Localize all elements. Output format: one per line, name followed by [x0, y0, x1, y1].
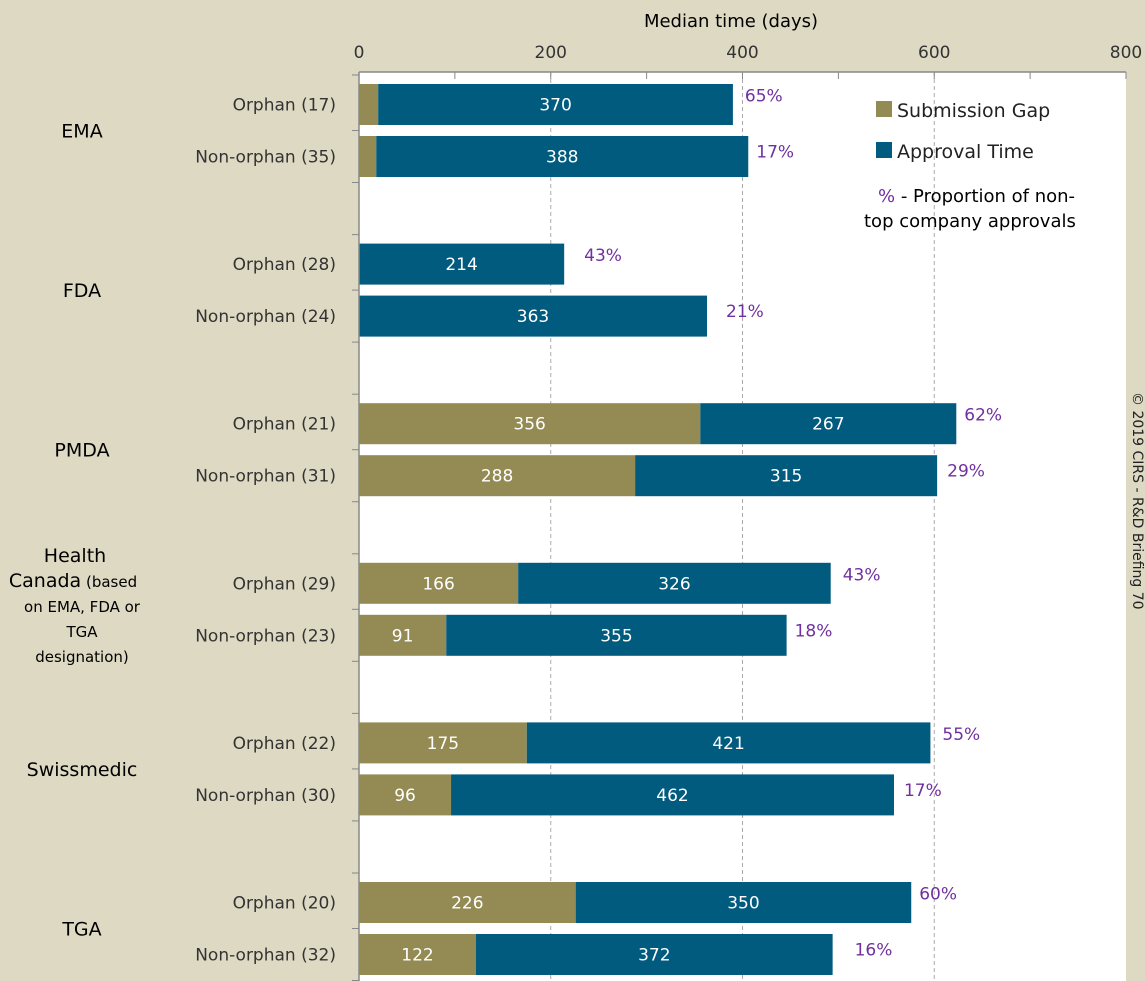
agency-label: TGA — [61, 919, 101, 941]
x-axis-title: Median time (days) — [644, 11, 818, 32]
bar-label-submission-gap: 175 — [427, 734, 459, 754]
agency-label-part: Health — [44, 545, 106, 567]
bar-label-approval-time: 363 — [517, 307, 549, 327]
bar-approval-time — [518, 562, 831, 604]
agency-label: EMA — [61, 121, 102, 143]
bar-submission-gap — [359, 722, 527, 764]
legend-swatch-approval-time — [876, 142, 892, 158]
x-tick-label: 600 — [918, 43, 950, 63]
agency-label-health-canada: Health Canada (based on EMA, FDA or TGA desi… — [9, 545, 141, 666]
row-label: Non-orphan (35) — [195, 148, 336, 168]
row-label: Non-orphan (31) — [195, 467, 336, 487]
row-label: Orphan (21) — [233, 415, 336, 435]
bar-approval-time — [635, 455, 938, 497]
bar-approval-time — [700, 403, 957, 445]
bar-label-approval-time: 350 — [727, 894, 759, 914]
row-label: Orphan (20) — [233, 894, 336, 914]
bar-label-submission-gap: 288 — [481, 467, 513, 487]
bar-label-approval-time: 355 — [600, 626, 632, 646]
agency-label: FDA — [63, 280, 101, 302]
copyright-note: © 2019 CIRS - R&D Briefing 70 — [1129, 392, 1145, 610]
pct-note-line1: - Proportion of non- — [895, 186, 1075, 207]
legend-label-approval-time: Approval Time — [897, 141, 1034, 163]
bar-submission-gap — [359, 774, 452, 816]
axes: 0 200 400 600 800 — [352, 43, 1142, 981]
bar-label-approval-time: 462 — [656, 786, 688, 806]
pct-label: 17% — [756, 143, 794, 163]
bars: 370 65% 388 17% 214 43% 363 21% 356 267 62% 288 315 2… — [359, 84, 1002, 975]
bar-approval-time — [446, 614, 787, 656]
pct-label: 16% — [855, 941, 893, 961]
pct-symbol: % — [878, 186, 895, 207]
pct-label: 55% — [942, 725, 980, 745]
pct-label: 29% — [947, 462, 985, 482]
bar-label-approval-time: 370 — [539, 96, 571, 116]
bar-approval-time — [575, 882, 912, 923]
bar-label-submission-gap: 96 — [394, 786, 416, 806]
gridlines — [550, 72, 935, 981]
x-tick-label: 0 — [354, 43, 365, 63]
pct-label: 60% — [919, 885, 957, 905]
bar-approval-time — [475, 934, 833, 975]
agency-label-part: Canada — [9, 570, 81, 592]
bar-label-approval-time: 326 — [658, 574, 690, 594]
bar-label-submission-gap: 91 — [392, 626, 414, 646]
pct-label: 65% — [745, 87, 783, 107]
pct-label: 21% — [726, 302, 764, 322]
agency-label-part: on EMA, FDA or — [24, 598, 141, 616]
bar-label-approval-time: 372 — [638, 946, 670, 966]
bar-submission-gap — [359, 614, 447, 656]
pct-label: 18% — [795, 621, 833, 641]
bar-label-approval-time: 388 — [546, 148, 578, 168]
row-label: Non-orphan (23) — [195, 626, 336, 646]
row-label: Non-orphan (30) — [195, 786, 336, 806]
bar-approval-time — [378, 84, 733, 125]
bar-label-approval-time: 315 — [770, 467, 802, 487]
bar-submission-gap — [359, 934, 476, 975]
x-tick-label: 800 — [1110, 43, 1142, 63]
bar-submission-gap — [359, 562, 519, 604]
x-tick-label: 400 — [726, 43, 758, 63]
agency-label-part: TGA — [65, 623, 98, 641]
category-labels: Orphan (17) Non-orphan (35) EMA Orphan (28)… — [9, 96, 336, 966]
legend-swatch-submission-gap — [876, 101, 892, 117]
agency-label: Swissmedic — [27, 759, 138, 781]
bar-label-submission-gap: 356 — [513, 415, 545, 435]
row-label: Orphan (28) — [233, 255, 336, 275]
bar-approval-time — [376, 136, 749, 177]
bar-approval-time — [526, 722, 931, 764]
bar-submission-gap — [359, 455, 636, 497]
x-tick-label: 200 — [535, 43, 567, 63]
bar-submission-gap — [359, 84, 379, 125]
pct-label: 43% — [843, 565, 881, 585]
pct-label: 17% — [904, 781, 942, 801]
bar-label-approval-time: 421 — [712, 734, 744, 754]
bar-submission-gap — [359, 136, 377, 177]
pct-label: 43% — [584, 246, 622, 266]
agency-label: PMDA — [54, 440, 109, 462]
agency-label-part: (based — [81, 573, 137, 591]
row-label: Non-orphan (24) — [195, 307, 336, 327]
bar-label-approval-time: 267 — [812, 415, 844, 435]
row-label: Orphan (29) — [233, 574, 336, 594]
bar-label-submission-gap: 122 — [401, 946, 433, 966]
pct-note-line2: top company approvals — [864, 211, 1076, 232]
bar-label-submission-gap: 166 — [422, 574, 454, 594]
row-label: Orphan (22) — [233, 734, 336, 754]
bar-submission-gap — [359, 403, 701, 445]
row-label: Orphan (17) — [233, 96, 336, 116]
agency-label-part: designation) — [35, 648, 129, 666]
bar-approval-time — [359, 243, 565, 285]
legend-pct-note: % - Proportion of non-top company approv… — [864, 186, 1076, 232]
legend-label-submission-gap: Submission Gap — [897, 100, 1050, 122]
row-label: Non-orphan (32) — [195, 946, 336, 966]
pct-label: 62% — [964, 406, 1002, 426]
bar-label-approval-time: 214 — [445, 255, 477, 275]
bar-submission-gap — [359, 882, 576, 923]
bar-label-submission-gap: 226 — [451, 894, 483, 914]
bar-approval-time — [451, 774, 894, 816]
bar-approval-time — [359, 295, 708, 337]
